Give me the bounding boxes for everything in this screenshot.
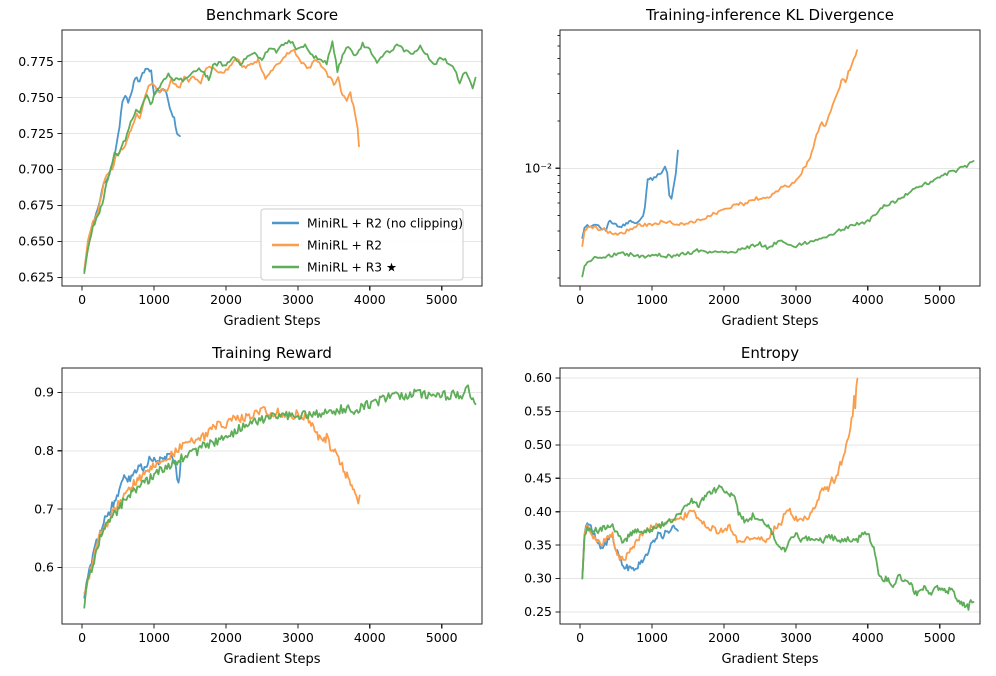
series-line-green — [83, 384, 477, 609]
series-line-green — [83, 39, 477, 274]
chart-title: Training Reward — [211, 344, 332, 362]
series-line-orange — [83, 406, 361, 594]
legend-label: MiniRL + R2 (no clipping) — [307, 216, 463, 230]
y-tick-label: 10⁻² — [524, 161, 552, 176]
x-tick-label: 1000 — [138, 630, 170, 645]
x-tick-label: 3000 — [780, 630, 812, 645]
legend-label: MiniRL + R2 — [307, 238, 382, 252]
y-tick-label: 0.55 — [524, 404, 552, 419]
series-line-orange — [581, 377, 859, 580]
x-tick-label: 3000 — [282, 292, 314, 307]
y-tick-label: 0.750 — [18, 90, 54, 105]
x-axis-label: Gradient Steps — [223, 652, 320, 667]
series-line-green — [581, 160, 975, 278]
x-tick-label: 2000 — [210, 630, 242, 645]
x-axis-label: Gradient Steps — [721, 652, 818, 667]
x-tick-label: 5000 — [426, 630, 458, 645]
legend: MiniRL + R2 (no clipping) MiniRL + R2 Mini… — [260, 208, 464, 281]
x-tick-label: 5000 — [924, 292, 956, 307]
x-tick-label: 4000 — [852, 292, 884, 307]
chart-kl-divergence: 0 1000 2000 3000 4000 5000 10⁻² Training-infere… — [498, 0, 996, 338]
chart-title: Benchmark Score — [206, 6, 338, 24]
series-line-blue — [83, 452, 182, 599]
series-line-orange — [581, 49, 858, 247]
x-axis-label: Gradient Steps — [223, 314, 320, 329]
y-tick-label: 0.675 — [18, 198, 54, 213]
x-tick-label: 3000 — [780, 292, 812, 307]
x-axis-label: Gradient Steps — [721, 314, 818, 329]
plot-border — [61, 29, 483, 287]
series-line-orange — [83, 48, 360, 272]
y-tick-label: 0.7 — [34, 501, 54, 516]
x-tick-label: 0 — [78, 630, 86, 645]
chart-entropy-svg: 0 1000 2000 3000 4000 5000 0.25 0.30 0.35 0.40 0.4… — [524, 344, 981, 667]
y-tick-label: 0.8 — [34, 443, 54, 458]
chart-title: Training-inference KL Divergence — [645, 6, 894, 24]
y-tick-label: 0.625 — [18, 270, 54, 285]
y-tick-label: 0.775 — [18, 54, 54, 69]
x-tick-label: 4000 — [852, 630, 884, 645]
plot-border — [559, 29, 981, 287]
plot-border — [559, 367, 981, 625]
y-tick-label: 0.25 — [524, 604, 552, 619]
legend-label: MiniRL + R3 ★ — [307, 260, 397, 274]
x-tick-label: 3000 — [282, 630, 314, 645]
y-tick-label: 0.45 — [524, 471, 552, 486]
x-tick-label: 2000 — [708, 292, 740, 307]
x-tick-label: 0 — [78, 292, 86, 307]
chart-title: Entropy — [741, 344, 799, 362]
chart-benchmark-score-svg: 0 1000 2000 3000 4000 5000 0.625 0.650 0.675 0.70… — [18, 6, 483, 329]
y-tick-label: 0.40 — [524, 504, 552, 519]
x-tick-label: 4000 — [354, 630, 386, 645]
x-tick-label: 4000 — [354, 292, 386, 307]
series-line-blue — [581, 149, 679, 239]
legend-box — [260, 208, 464, 281]
y-tick-label: 0.700 — [18, 162, 54, 177]
x-tick-label: 1000 — [138, 292, 170, 307]
plot-border — [61, 367, 483, 625]
y-tick-label: 0.30 — [524, 571, 552, 586]
x-tick-label: 2000 — [210, 292, 242, 307]
x-tick-label: 0 — [576, 292, 584, 307]
y-tick-label: 0.725 — [18, 126, 54, 141]
y-tick-label: 0.50 — [524, 437, 552, 452]
series-line-green — [581, 484, 975, 611]
chart-kl-divergence-svg: 0 1000 2000 3000 4000 5000 10⁻² Training-infere… — [524, 6, 981, 329]
y-tick-label: 0.6 — [34, 560, 54, 575]
chart-benchmark-score: 0 1000 2000 3000 4000 5000 0.625 0.650 0.675 0.70… — [0, 0, 498, 338]
y-tick-label: 0.650 — [18, 234, 54, 249]
x-tick-label: 2000 — [708, 630, 740, 645]
x-tick-label: 0 — [576, 630, 584, 645]
x-tick-label: 1000 — [636, 630, 668, 645]
y-tick-label: 0.9 — [34, 385, 54, 400]
y-tick-label: 0.60 — [524, 370, 552, 385]
x-tick-label: 1000 — [636, 292, 668, 307]
series-line-blue — [581, 522, 679, 580]
chart-entropy: 0 1000 2000 3000 4000 5000 0.25 0.30 0.35 0.40 0.4… — [498, 338, 996, 676]
y-tick-label: 0.35 — [524, 537, 552, 552]
x-tick-label: 5000 — [426, 292, 458, 307]
chart-training-reward-svg: 0 1000 2000 3000 4000 5000 0.6 0.7 0.8 0.9 Trainin… — [34, 344, 483, 667]
chart-training-reward: 0 1000 2000 3000 4000 5000 0.6 0.7 0.8 0.9 Trainin… — [0, 338, 498, 676]
x-tick-label: 5000 — [924, 630, 956, 645]
